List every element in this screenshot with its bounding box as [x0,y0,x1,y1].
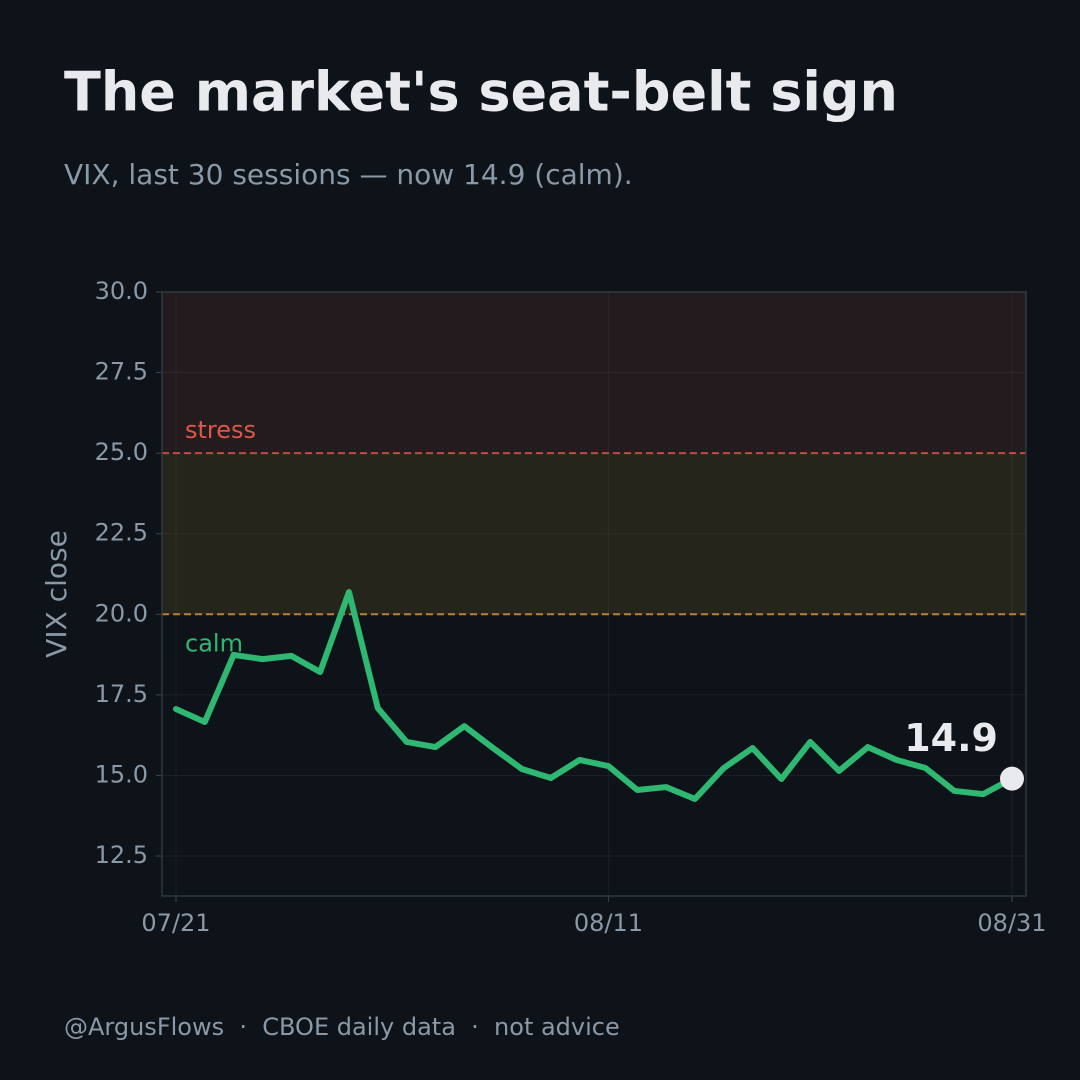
y-tick-label: 30.0 [95,277,148,305]
y-tick-label: 17.5 [95,680,148,708]
y-tick-label: 22.5 [95,519,148,547]
y-tick-label: 20.0 [95,599,148,627]
threshold-label: stress [185,416,256,444]
y-tick-label: 12.5 [95,841,148,869]
zone-band [162,453,1026,615]
zone-band [162,292,1026,454]
footer: @ArgusFlows · CBOE daily data · not advi… [64,1013,620,1041]
plot-frame [161,291,1027,897]
last-value-label: 14.9 [904,716,998,760]
x-tick-label: 08/11 [574,909,643,937]
chart-title: The market's seat-belt sign [64,61,898,124]
y-tick-label: 25.0 [95,438,148,466]
chart-subtitle: VIX, last 30 sessions — now 14.9 (calm). [64,158,633,191]
y-tick-label: 15.0 [95,760,148,788]
y-tick-label: 27.5 [95,358,148,386]
x-tick-label: 07/21 [141,909,210,937]
y-axis-label: VIX close [40,530,73,658]
last-point [1000,766,1024,791]
series-line [173,589,1015,802]
x-tick-label: 08/31 [977,909,1046,937]
